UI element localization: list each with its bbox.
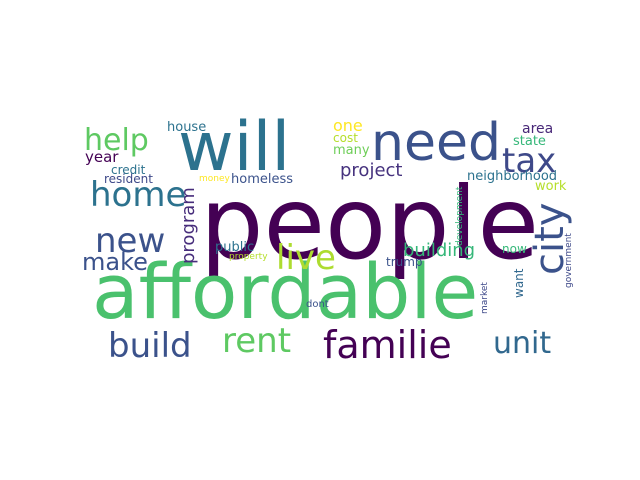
word-building: building <box>403 240 475 261</box>
word-trump: trump <box>386 255 423 269</box>
word-unit: unit <box>493 326 551 361</box>
word-credit: credit <box>111 163 146 177</box>
word-affordable: affordable <box>92 247 478 336</box>
word-state: state <box>513 134 546 149</box>
word-home: home <box>90 175 186 215</box>
word-people: people <box>200 165 539 282</box>
word-tax: tax <box>502 141 556 181</box>
word-need: need <box>371 113 501 173</box>
word-now: now <box>502 242 527 256</box>
word-will: will <box>178 108 290 187</box>
word-area: area <box>522 121 553 137</box>
word-many: many <box>333 143 370 158</box>
word-program: program <box>178 187 199 264</box>
word-public: public <box>215 240 254 255</box>
word-development: development <box>455 186 465 246</box>
word-government: government <box>564 233 574 288</box>
word-money: money <box>199 174 231 184</box>
word-new: new <box>95 221 165 261</box>
word-resident: resident <box>104 172 153 186</box>
word-rent: rent <box>222 321 291 361</box>
word-homeless: homeless <box>231 172 293 187</box>
word-dont: dont <box>306 299 329 310</box>
word-property: property <box>229 252 268 262</box>
word-work: work <box>535 179 567 194</box>
word-year: year <box>85 148 119 166</box>
word-make: make <box>82 248 148 276</box>
word-project: project <box>340 160 402 181</box>
word-build: build <box>108 326 192 366</box>
word-cloud-background <box>93 118 570 366</box>
word-city: city <box>527 203 573 275</box>
word-help: help <box>84 123 149 158</box>
word-one: one <box>333 116 363 135</box>
word-cost: cost <box>333 131 358 145</box>
word-house: house <box>167 120 206 135</box>
word-market: market <box>480 282 490 314</box>
word-live: live <box>276 238 336 278</box>
word-want: want <box>512 268 526 298</box>
word-familie: familie <box>323 323 452 367</box>
word-neighborhood: neighborhood <box>467 169 557 184</box>
